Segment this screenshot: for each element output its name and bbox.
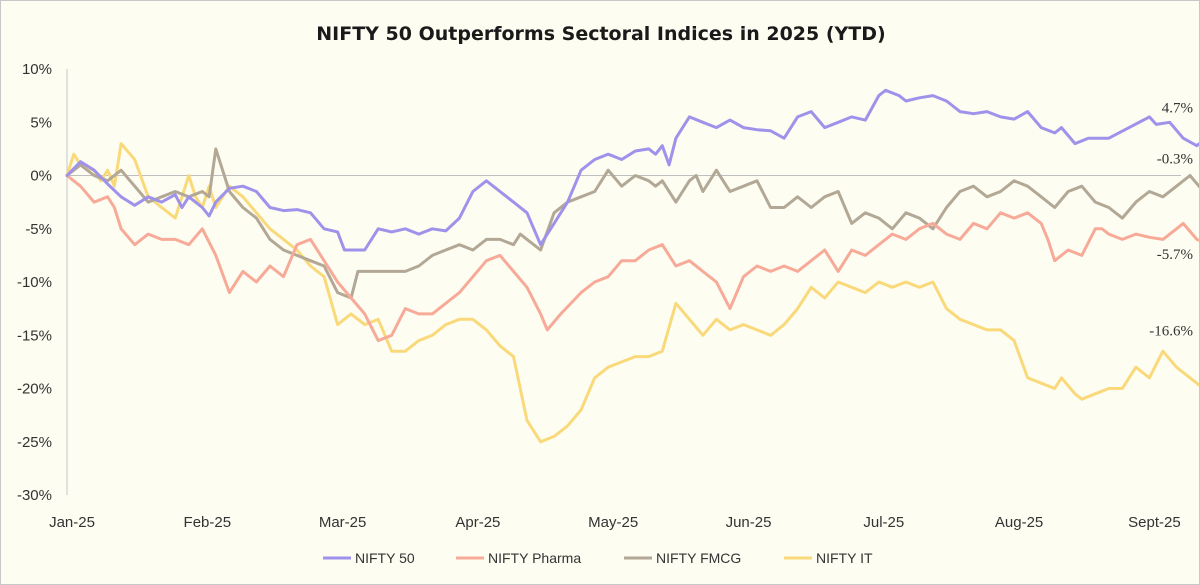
y-tick-label: -5%: [25, 221, 52, 238]
x-tick-label: Feb-25: [184, 514, 232, 531]
chart-title: NIFTY 50 Outperforms Sectoral Indices in…: [316, 23, 885, 45]
legend-label: NIFTY IT: [816, 550, 873, 566]
end-label-nifty-it: -16.6%: [1149, 323, 1193, 339]
series-line-nifty-50: [65, 88, 1199, 252]
x-tick-label: Jun-25: [726, 514, 772, 531]
y-tick-label: -30%: [17, 487, 52, 504]
x-tick-label: Aug-25: [995, 514, 1043, 531]
y-tick-label: 5%: [30, 114, 52, 131]
legend-label: NIFTY Pharma: [488, 550, 581, 566]
end-label-nifty-50: 4.7%: [1162, 100, 1193, 116]
legend-label: NIFTY 50: [355, 550, 415, 566]
x-tick-label: Jul-25: [863, 514, 904, 531]
x-tick-label: Mar-25: [319, 514, 367, 531]
x-tick-label: Sept-25: [1128, 514, 1181, 531]
series-line-nifty-fmcg: [65, 147, 1199, 300]
x-tick-label: May-25: [588, 514, 638, 531]
x-tick-label: Jan-25: [49, 514, 95, 531]
series-line-nifty-it: [65, 142, 1199, 444]
y-tick-label: -10%: [17, 274, 52, 291]
end-label-nifty-pharma: -5.7%: [1157, 247, 1193, 263]
legend: NIFTY 50 NIFTY Pharma NIFTY FMCG NIFTY IT: [323, 550, 873, 566]
end-labels: 4.7% -5.7% -0.3% -16.6%: [1149, 100, 1193, 339]
y-tick-label: -25%: [17, 434, 52, 451]
y-tick-label: -20%: [17, 381, 52, 398]
x-tick-label: Apr-25: [455, 514, 500, 531]
legend-label: NIFTY FMCG: [656, 550, 741, 566]
x-axis-ticks: Jan-25 Feb-25 Mar-25 Apr-25 May-25 Jun-25 Jul-…: [49, 514, 1181, 531]
end-label-nifty-fmcg: -0.3%: [1157, 152, 1193, 168]
series-line-nifty-pharma: [65, 174, 1199, 343]
y-tick-label: -15%: [17, 327, 52, 344]
y-tick-label: 10%: [22, 61, 52, 78]
y-axis-ticks: 10% 5% 0% -5% -10% -15% -20% -25% -30%: [17, 61, 52, 504]
series-lines: [65, 88, 1199, 444]
y-tick-label: 0%: [30, 168, 52, 185]
